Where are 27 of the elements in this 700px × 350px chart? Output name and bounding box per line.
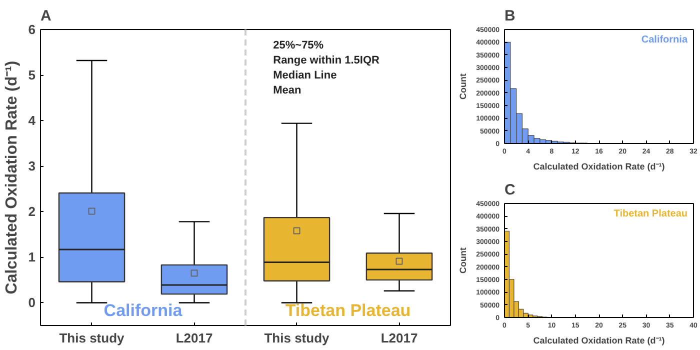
x-axis-title: Calculated Oxidation Rate (d⁻¹) (533, 162, 665, 172)
annotation: California (104, 301, 183, 320)
x-tick-label: L2017 (380, 330, 418, 346)
annotation: Range within 1.5IQR (273, 54, 380, 66)
x-tick-label: This study (264, 330, 330, 346)
y-tick-label: 4 (28, 113, 36, 128)
annotation: Tibetan Plateau (285, 301, 411, 320)
annotation: California (641, 34, 688, 46)
y-axis-title: Count (458, 247, 468, 274)
y-axis-title: Calculated Oxidation Rate (d⁻¹) (3, 60, 20, 294)
y-tick-label: 0 (28, 295, 36, 310)
y-tick-label: 5 (28, 68, 36, 83)
y-tick-label: 2 (28, 204, 36, 220)
chart-title: C (504, 182, 516, 198)
annotation: Median Line (273, 70, 337, 82)
annotation: 25%~75% (273, 40, 324, 52)
annotation: Tibetan Plateau (614, 208, 688, 220)
y-tick-label: 3 (28, 158, 36, 174)
x-tick-label: This study (59, 330, 126, 346)
x-tick-label: L2017 (176, 330, 213, 346)
chart-title: A (40, 8, 52, 24)
y-tick-label: 6 (28, 22, 36, 37)
y-axis-title: Count (458, 73, 468, 100)
x-axis-title: Calculated Oxidation Rate (d⁻¹) (533, 336, 665, 346)
y-tick-label: 1 (28, 250, 36, 265)
annotation: Mean (273, 84, 302, 96)
chart-title: B (504, 8, 516, 24)
